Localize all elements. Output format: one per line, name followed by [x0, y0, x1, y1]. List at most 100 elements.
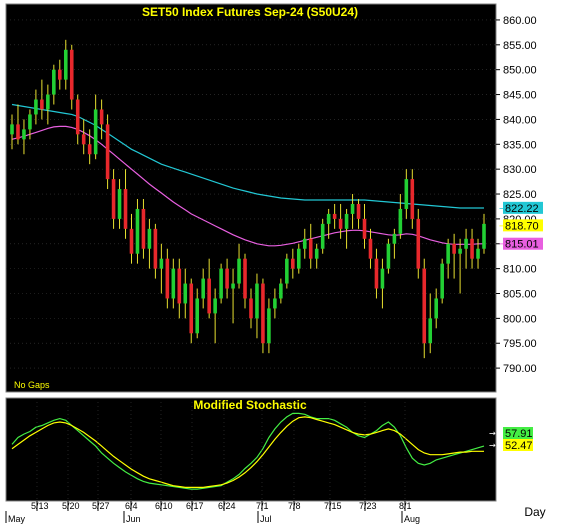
candle — [446, 238, 450, 279]
candle — [207, 258, 211, 319]
price-tag-arrow: → — [499, 221, 506, 230]
candle — [52, 64, 56, 105]
candle — [291, 248, 295, 279]
candle-body — [416, 218, 421, 269]
x-axis-label: Day — [524, 505, 545, 519]
stochastic-tag-value: 52.47 — [505, 440, 533, 452]
candle-body — [141, 208, 146, 249]
candle — [261, 278, 265, 354]
candle — [81, 119, 86, 155]
candle-body — [332, 213, 337, 219]
candle — [386, 238, 391, 274]
candle-body — [267, 308, 271, 344]
candle-body — [362, 218, 367, 239]
candle-body — [28, 114, 32, 130]
candle — [201, 268, 205, 309]
candle — [10, 114, 14, 150]
candle — [326, 208, 331, 239]
candle-body — [356, 203, 361, 219]
candle-body — [392, 233, 397, 244]
candle — [279, 278, 283, 304]
candle-body — [129, 228, 134, 254]
date-tick-label: 7/23 — [359, 501, 377, 511]
candle-body — [410, 179, 415, 219]
candle-body — [117, 189, 122, 219]
candle — [177, 258, 182, 319]
candle — [332, 203, 337, 229]
candle — [458, 238, 462, 294]
candle — [219, 263, 223, 304]
candle — [243, 253, 247, 309]
candle-body — [63, 49, 68, 80]
candle — [356, 199, 361, 229]
candle-body — [159, 258, 164, 269]
candle — [237, 243, 241, 289]
candle — [273, 288, 277, 319]
candle — [34, 89, 38, 125]
candle — [159, 243, 164, 294]
candle-body — [171, 268, 176, 299]
candle-body — [320, 223, 325, 249]
candle — [285, 253, 289, 289]
candle — [129, 213, 134, 264]
candle — [105, 114, 110, 190]
candle — [302, 228, 307, 259]
price-tick-label: 860.00 — [503, 15, 537, 27]
candle-body — [350, 203, 355, 214]
chart-title: SET50 Index Futures Sep-24 (S50U24) — [142, 5, 358, 19]
candle-body — [123, 189, 128, 229]
candle-body — [470, 238, 474, 259]
month-label: May — [8, 514, 26, 524]
candle-body — [135, 208, 140, 254]
date-tick-label: 7/15 — [324, 501, 342, 511]
candle — [46, 84, 50, 125]
candle-body — [261, 283, 265, 344]
date-tick-label: 8/1 — [399, 501, 412, 511]
candle-body — [386, 243, 391, 269]
candle — [255, 273, 259, 339]
candle — [63, 39, 68, 90]
candle-body — [446, 243, 450, 264]
candle-body — [75, 99, 80, 135]
candle-body — [380, 268, 385, 289]
candle — [410, 169, 415, 229]
candle-body — [34, 99, 38, 115]
candle — [58, 59, 62, 90]
candle-body — [201, 278, 205, 299]
candle — [171, 258, 176, 309]
candle-body — [16, 124, 20, 140]
price-tick-label: 830.00 — [503, 164, 537, 176]
candle — [40, 79, 44, 120]
candle — [153, 223, 158, 279]
candle-body — [207, 278, 211, 314]
candle — [398, 194, 403, 239]
candle-body — [368, 238, 373, 259]
price-tag-value: 818.70 — [505, 220, 539, 232]
candle — [482, 213, 486, 254]
candle-body — [344, 213, 349, 229]
candle — [22, 119, 26, 155]
price-tag-arrow: → — [499, 240, 506, 249]
candle-body — [398, 208, 403, 234]
candle-body — [40, 99, 44, 110]
ma-magenta-line — [11, 125, 484, 247]
candle — [350, 194, 355, 229]
price-tick-label: 790.00 — [503, 363, 537, 375]
price-tick-label: 795.00 — [503, 338, 537, 350]
price-axis: 860.00 855.00 850.00 845.00 840.00 835.00 830.… — [496, 15, 537, 375]
candle-body — [464, 238, 468, 249]
candle — [476, 238, 480, 269]
candle — [147, 218, 152, 269]
candle — [392, 228, 397, 259]
candle-body — [308, 238, 313, 259]
candle-body — [314, 248, 319, 259]
candle-body — [302, 238, 307, 249]
candle-body — [46, 94, 50, 110]
candle-body — [195, 298, 200, 334]
candle — [470, 228, 474, 269]
price-tag-value: 815.01 — [505, 239, 539, 251]
candle — [165, 248, 170, 309]
price-tick-label: 825.00 — [503, 189, 537, 201]
date-tick-label: 6/10 — [155, 501, 173, 511]
candle-body — [183, 283, 188, 304]
